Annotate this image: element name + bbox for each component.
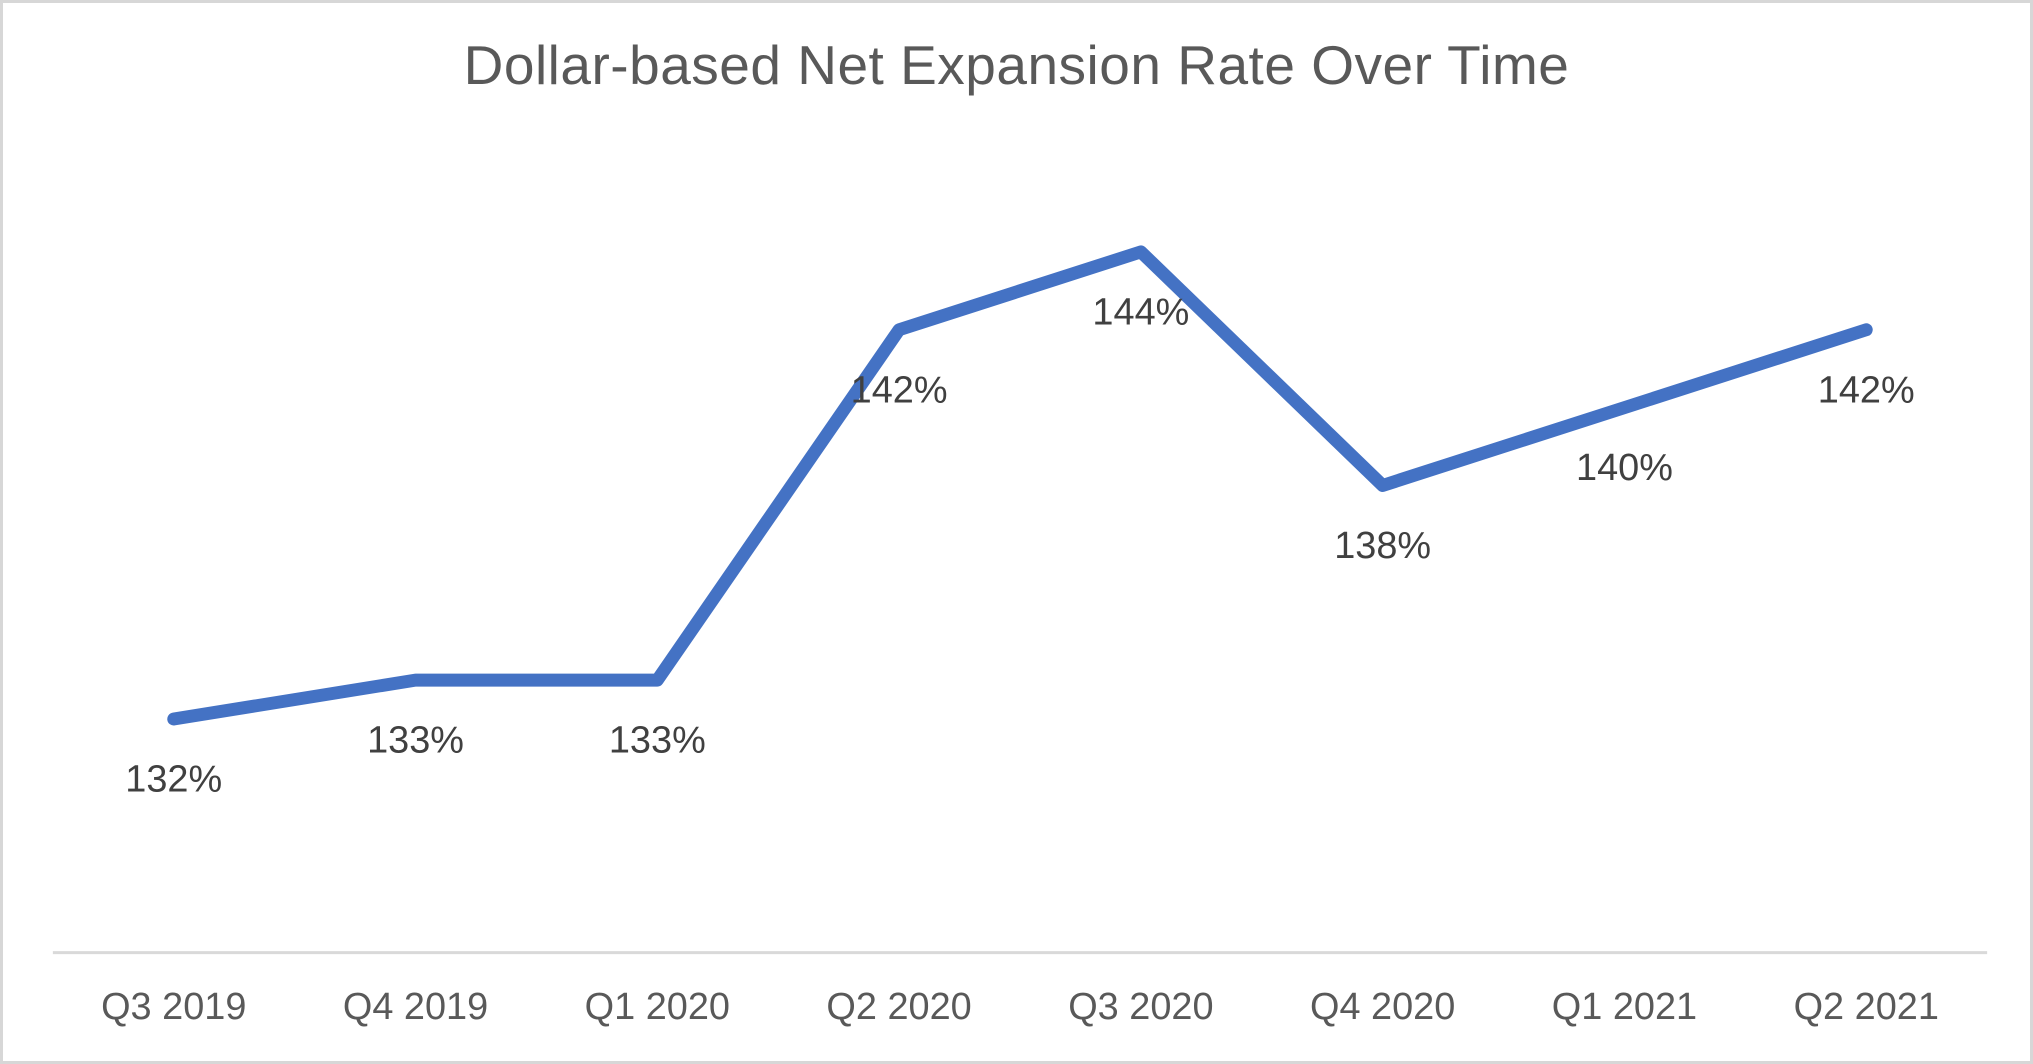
x-tick-label-q2-2020: Q2 2020 [826, 986, 971, 1028]
data-label-q4-2020: 138% [1334, 525, 1431, 567]
data-label-q4-2019: 133% [367, 720, 464, 762]
x-tick-label-q3-2019: Q3 2019 [101, 986, 246, 1028]
x-tick-label-q4-2020: Q4 2020 [1310, 986, 1455, 1028]
data-label-q1-2021: 140% [1576, 447, 1673, 489]
series-line [167, 245, 1873, 726]
x-tick-label-q3-2020: Q3 2020 [1068, 986, 1213, 1028]
x-tick-label-q4-2019: Q4 2019 [343, 986, 488, 1028]
x-tick-label-q1-2021: Q1 2021 [1552, 986, 1697, 1028]
x-tick-label-q1-2020: Q1 2020 [585, 986, 730, 1028]
data-label-q2-2020: 142% [851, 369, 948, 411]
data-label-q1-2020: 133% [609, 720, 706, 762]
data-label-q3-2020: 144% [1092, 292, 1189, 334]
data-label-q3-2019: 132% [125, 759, 222, 801]
data-label-q2-2021: 142% [1818, 369, 1915, 411]
line-chart: 132% 133% 133% 142% 144% 138% 140% 142% Q3 2019 Q… [52, 245, 1988, 1028]
x-tick-label-q2-2021: Q2 2021 [1794, 986, 1939, 1028]
